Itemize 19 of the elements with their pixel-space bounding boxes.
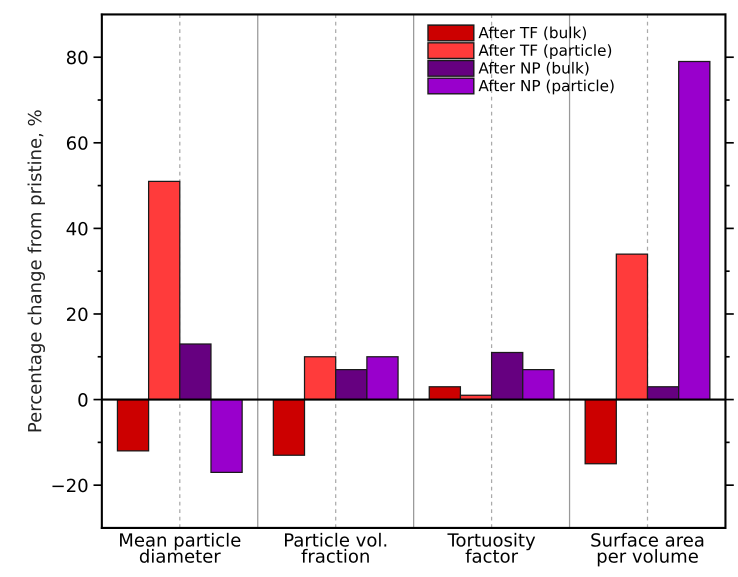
y-tick-label: 60 — [66, 136, 88, 150]
legend-label: After TF (bulk) — [478, 26, 586, 40]
y-tick-label: 20 — [66, 307, 88, 322]
x-tick-label: Mean particle diameter — [120, 532, 240, 563]
x-tick-label: Surface area per volume — [591, 532, 704, 566]
y-axis-title: Percentage change from pristine, % — [28, 110, 45, 432]
y-tick-label: 0 — [78, 393, 88, 407]
legend-label: After TF (particle) — [478, 44, 612, 59]
bar — [584, 398, 617, 464]
bar — [116, 398, 150, 452]
bar — [272, 398, 306, 456]
x-tick-label: Particle vol. fraction — [285, 532, 386, 563]
y-tick-label: 80 — [66, 50, 88, 64]
legend-label: After NP (particle) — [478, 80, 614, 94]
y-tick-label: 40 — [66, 222, 88, 236]
bar — [210, 398, 243, 473]
x-tick-label: Tortuosity factor — [447, 532, 536, 563]
y-tick-label: −20 — [52, 478, 88, 492]
legend-label: After NP (bulk) — [478, 62, 589, 76]
